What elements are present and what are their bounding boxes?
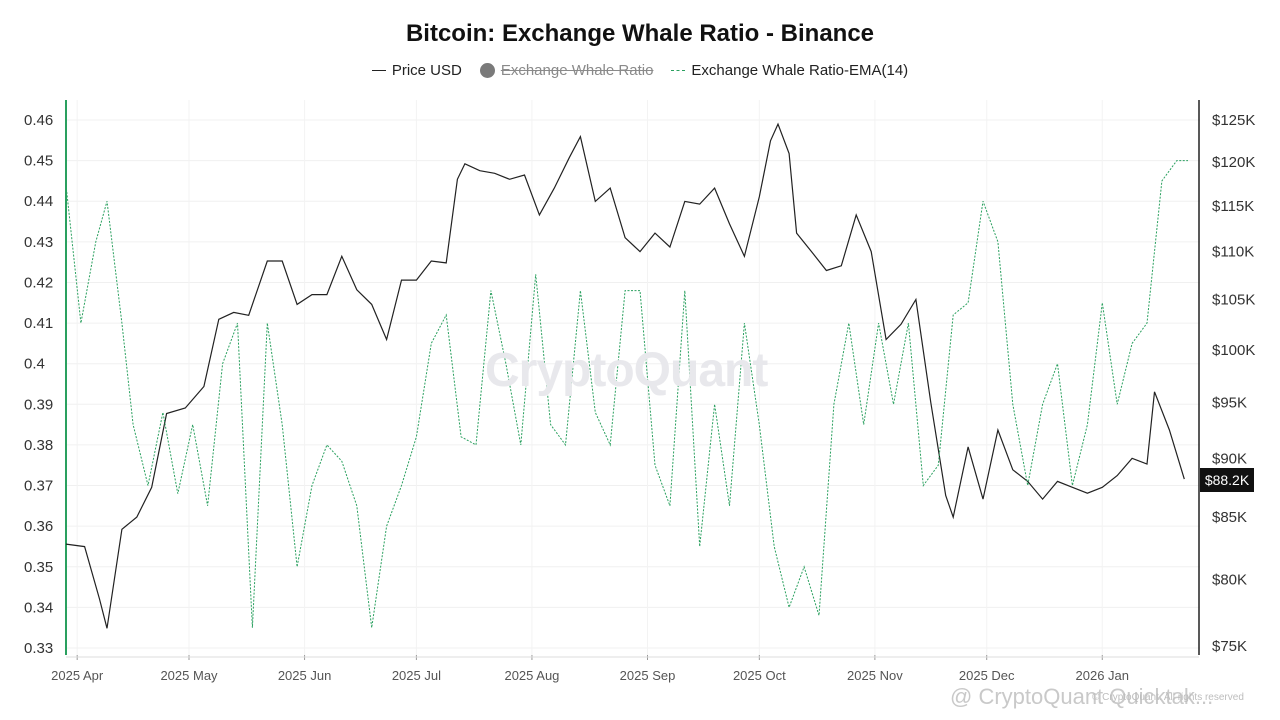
y-right-tick-label: $105K (1212, 292, 1255, 309)
y-left-tick-label: 0.44 (24, 193, 53, 210)
y-right-tick-label: $80K (1212, 572, 1247, 589)
chart-legend: Price USD Exchange Whale Ratio Exchange … (0, 62, 1280, 79)
x-tick-label: 2025 Sep (620, 668, 676, 683)
legend-label-ema: Exchange Whale Ratio-EMA(14) (691, 62, 909, 79)
legend-dashed-swatch (671, 70, 686, 71)
x-tick-label: 2026 Jan (1076, 668, 1130, 683)
y-left-tick-label: 0.45 (24, 153, 53, 170)
legend-label-whale-ratio: Exchange Whale Ratio (500, 62, 654, 79)
y-right-tick-label: $115K (1212, 198, 1254, 215)
axes: 0.33 0.34 0.35 0.36 0.37 0.38 0.39 0.4 0.41 0.42 0… (24, 100, 1255, 683)
y-right-tick-label: $120K (1212, 154, 1255, 171)
y-right-tick-label: $100K (1212, 342, 1255, 359)
x-tick-label: 2025 Jun (278, 668, 332, 683)
x-tick-label: 2025 Dec (959, 668, 1015, 683)
y-left-tick-label: 0.37 (24, 478, 53, 495)
last-price-badge: $88.2K (1200, 468, 1254, 492)
legend-label-price: Price USD (391, 62, 462, 79)
x-tick-label: 2025 Aug (504, 668, 559, 683)
y-right-tick-label: $85K (1212, 509, 1247, 526)
x-tick-label: 2025 Apr (51, 668, 104, 683)
y-left-tick-label: 0.42 (24, 274, 53, 291)
legend-item-price[interactable]: Price USD (371, 62, 462, 79)
x-tick-label: 2025 Oct (733, 668, 786, 683)
y-right-tick-label: $110K (1212, 244, 1254, 261)
y-right-tick-label: $75K (1212, 638, 1247, 655)
legend-dot-swatch (479, 63, 495, 78)
series-layer (65, 122, 1188, 629)
footer-brand: @ CryptoQuant Quicktak... (950, 684, 1214, 709)
x-tick-label: 2025 May (160, 668, 218, 683)
x-tick-label: 2025 Nov (847, 668, 903, 683)
ema-line (65, 160, 1188, 628)
y-left-tick-label: 0.34 (24, 599, 53, 616)
y-left-tick-label: 0.35 (24, 559, 53, 576)
legend-item-ema[interactable]: Exchange Whale Ratio-EMA(14) (671, 62, 908, 79)
y-left-tick-label: 0.33 (24, 640, 53, 657)
footer-copyright: © CryptoQuant. All rights reserved (1092, 692, 1244, 703)
price-line (65, 122, 1185, 629)
grid (66, 100, 1200, 658)
chart-title: Bitcoin: Exchange Whale Ratio - Binance (405, 20, 875, 47)
y-left-tick-label: 0.36 (24, 518, 53, 535)
y-right-tick-label: $95K (1212, 395, 1247, 412)
legend-item-whale-ratio[interactable]: Exchange Whale Ratio (479, 62, 654, 79)
y-left-tick-label: 0.41 (24, 315, 53, 332)
y-left-tick-label: 0.43 (24, 234, 53, 251)
y-right-tick-label: $125K (1212, 112, 1255, 129)
y-left-tick-label: 0.4 (24, 356, 45, 373)
y-right-tick-label: $90K (1212, 450, 1247, 467)
y-left-tick-label: 0.39 (24, 396, 53, 413)
y-left-tick-label: 0.38 (24, 437, 53, 454)
y-left-tick-label: 0.46 (24, 112, 53, 129)
legend-line-swatch (371, 70, 386, 71)
x-tick-label: 2025 Jul (392, 668, 441, 683)
